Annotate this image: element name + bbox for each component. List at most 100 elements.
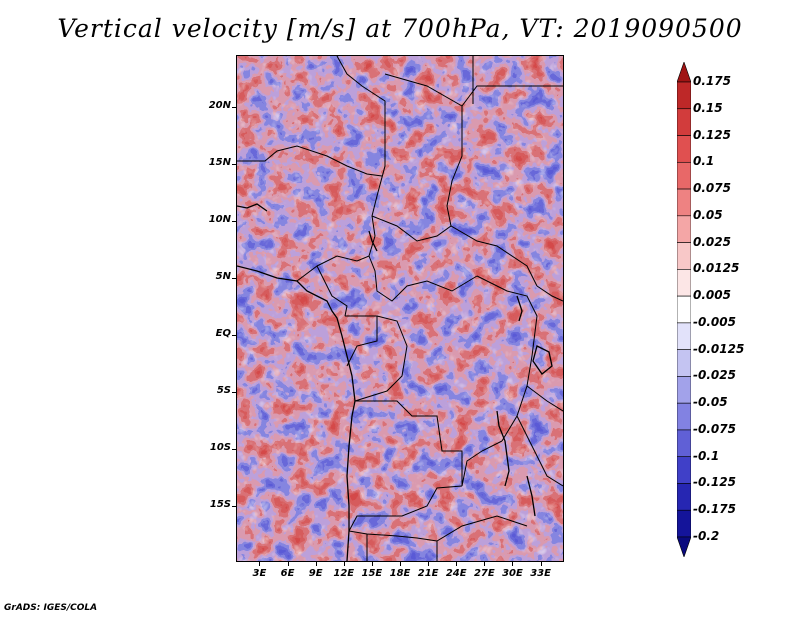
colorbar-label: -0.005	[693, 314, 736, 329]
colorbar-label: 0.005	[693, 288, 731, 303]
lon-tick	[540, 562, 542, 566]
colorbar-swatch-3	[677, 135, 691, 163]
colorbar-label: -0.05	[693, 395, 728, 410]
colorbar-label: -0.0125	[693, 341, 745, 356]
tanzania-border	[526, 385, 563, 412]
colorbar-swatch-4	[677, 161, 691, 190]
lon-label-30e: 30E	[502, 568, 523, 579]
sahel-border	[237, 145, 383, 177]
lat-label-20n: 20N	[208, 100, 231, 112]
east-drc-border	[476, 275, 538, 442]
colorbar-swatch-17	[677, 509, 691, 538]
lat-label-15s: 15S	[209, 499, 231, 511]
angola-zambia-border	[348, 485, 463, 532]
lat-tick	[232, 392, 236, 394]
colorbar-swatch-7	[677, 242, 691, 270]
colorbar-swatch-9	[677, 295, 691, 324]
velocity-field-texture	[237, 56, 563, 561]
lon-tick	[315, 562, 317, 566]
vertical-velocity-map[interactable]	[236, 55, 564, 562]
lon-tick	[512, 562, 514, 566]
gabon-border	[345, 315, 378, 367]
colorbar-swatch-2	[677, 108, 691, 136]
lon-tick	[484, 562, 486, 566]
atlantic-coastline	[237, 265, 356, 561]
lat-tick	[232, 278, 236, 280]
cameroon-car-border	[316, 255, 478, 302]
angola-drc-border	[355, 400, 463, 486]
lon-label-18e: 18E	[389, 568, 411, 579]
lon-label-3e: 3E	[252, 568, 267, 579]
coastlines	[237, 203, 553, 561]
lon-label-24e: 24E	[445, 568, 467, 579]
colorbar-label: 0.1	[693, 154, 715, 169]
colorbar-label: -0.1	[693, 448, 720, 463]
congo-border	[354, 315, 408, 402]
libya-egypt-border	[461, 85, 563, 107]
lat-tick	[232, 107, 236, 109]
lon-label-27e: 27E	[473, 568, 495, 579]
lat-tick	[232, 221, 236, 223]
colorbar-swatch-5	[677, 188, 691, 217]
colorbar-swatch-1	[677, 81, 691, 110]
lake-tanganyika	[496, 410, 510, 487]
colorbar-label: 0.175	[693, 74, 731, 88]
map-title: Vertical velocity [m/s] at 700hPa, VT: 2…	[57, 14, 743, 43]
colorbar-swatch-18	[677, 536, 691, 557]
colorbar-label: 0.15	[693, 100, 723, 115]
colorbar-label: -0.025	[693, 368, 736, 383]
lon-label-9e: 9E	[308, 568, 323, 579]
lat-label-5s: 5S	[216, 385, 231, 397]
colorbar-swatch-8	[677, 269, 691, 297]
colorbar-label: -0.125	[693, 475, 736, 490]
gulf-of-guinea-coast	[237, 203, 268, 212]
colorbar-label: 0.025	[693, 234, 731, 249]
malawi-border	[516, 415, 563, 487]
lake-victoria	[532, 345, 553, 375]
colorbar-swatch-14	[677, 429, 691, 458]
lat-tick	[232, 164, 236, 166]
lat-tick	[232, 449, 236, 451]
lon-tick	[259, 562, 261, 566]
uganda-border	[536, 285, 563, 302]
colorbar-label: -0.075	[693, 421, 736, 436]
colorbar-label: 0.075	[693, 181, 731, 196]
lat-label-10s: 10S	[209, 442, 231, 454]
drc-zambia-border	[461, 440, 503, 487]
lat-tick	[232, 335, 236, 337]
colorbar-label: -0.2	[693, 529, 720, 543]
country-borders	[237, 56, 563, 561]
colorbar-label: 0.05	[693, 207, 723, 222]
lon-tick	[428, 562, 430, 566]
colorbar-swatch-0	[677, 62, 691, 83]
colorbar-swatch-16	[677, 483, 691, 511]
chad-sudan-border	[384, 73, 463, 227]
lat-label-eq: EQ	[215, 328, 231, 340]
lon-tick	[456, 562, 458, 566]
lon-label-21e: 21E	[417, 568, 439, 579]
namibia-border	[348, 515, 528, 542]
lon-label-6e: 6E	[280, 568, 295, 579]
colorbar-swatch-15	[677, 456, 691, 484]
colorbar-label: 0.125	[693, 127, 731, 142]
colorbar-label: 0.0125	[693, 261, 740, 276]
lon-label-15e: 15E	[361, 568, 383, 579]
lat-label-5n: 5N	[215, 271, 231, 283]
colorbar-swatch-12	[677, 376, 691, 404]
niger-chad-border	[336, 56, 386, 257]
lat-tick	[232, 506, 236, 508]
lon-label-12e: 12E	[333, 568, 355, 579]
lon-tick	[343, 562, 345, 566]
lon-label-33e: 33E	[530, 568, 551, 579]
nigeria-cameroon-border	[296, 265, 348, 317]
colorbar-swatch-11	[677, 349, 691, 377]
lat-label-15n: 15N	[208, 157, 231, 169]
grads-footer: GrADS: IGES/COLA	[4, 603, 98, 613]
car-border	[371, 215, 538, 287]
colorbar-swatch-10	[677, 322, 691, 350]
colorbar-swatch-6	[677, 215, 691, 243]
colorbar-label: -0.175	[693, 502, 736, 517]
lon-tick	[371, 562, 373, 566]
lon-tick	[287, 562, 289, 566]
lon-tick	[400, 562, 401, 566]
